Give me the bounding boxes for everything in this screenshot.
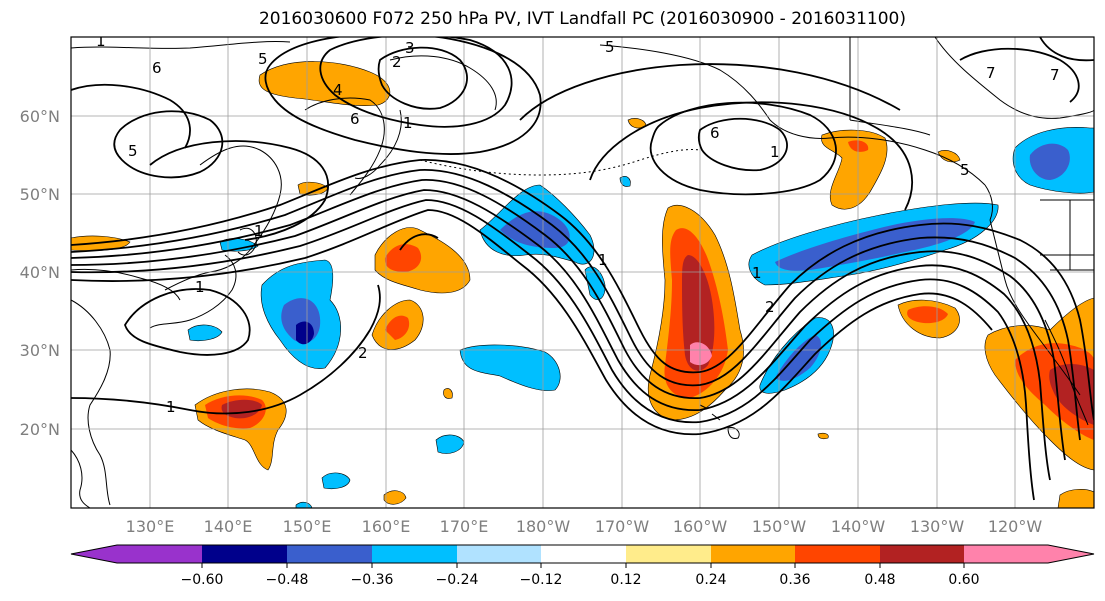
lon-tick: 140°E	[204, 517, 253, 536]
lon-tick: 180°W	[516, 517, 571, 536]
contour-label: 2	[358, 344, 368, 362]
colorbar-outline	[70, 544, 1095, 564]
contour-labels: 6 2 3 1 5 4 6 5 1 5 6 1 1 2 1 1 1 2 5 7 …	[96, 32, 1060, 416]
colorbar-label: 0.60	[948, 572, 979, 588]
contour-label: 1	[598, 251, 608, 269]
lat-tick: 40°N	[20, 263, 60, 282]
contour-label: 1	[752, 264, 762, 282]
colorbar-segment	[880, 545, 964, 563]
colorbar-segment	[287, 545, 372, 563]
contour-label: 5	[605, 38, 615, 56]
contour-label: 2	[392, 53, 402, 71]
colorbar-label: −0.48	[266, 572, 309, 588]
lat-tick: 60°N	[20, 107, 60, 126]
colorbar-segment	[117, 545, 202, 563]
colorbar-under-arrow	[71, 545, 117, 563]
contour-label: 1	[770, 143, 780, 161]
colorbar-label: 0.48	[864, 572, 895, 588]
lat-tick: 20°N	[20, 420, 60, 439]
colorbar-segment	[372, 545, 457, 563]
contour-label: 7	[1050, 66, 1060, 84]
contour-label: 4	[333, 81, 343, 99]
lon-tick: 150°E	[283, 517, 332, 536]
contour-label: 6	[152, 59, 162, 77]
pv-contours	[71, 37, 1094, 501]
lon-tick: 130°W	[910, 517, 965, 536]
contour-label: 7	[986, 64, 996, 82]
lon-tick: 160°W	[673, 517, 728, 536]
lon-tick: 170°E	[440, 517, 489, 536]
lon-tick: 140°W	[831, 517, 886, 536]
colorbar-segment	[202, 545, 287, 563]
shading-negative	[187, 127, 1094, 508]
colorbar: −0.60 −0.48 −0.36 −0.24 −0.12 0.12 0.24 …	[70, 544, 1095, 588]
colorbar-label: 0.12	[610, 572, 641, 588]
lat-tick: 30°N	[20, 341, 60, 360]
contour-label: 2	[765, 298, 775, 316]
coastlines	[71, 37, 1094, 508]
colorbar-segment	[541, 545, 626, 563]
colorbar-over-arrow	[1048, 545, 1094, 563]
contour-label: 1	[254, 222, 264, 240]
contour-label: 1	[403, 114, 413, 132]
contour-label: 5	[258, 50, 268, 68]
colorbar-segment	[457, 545, 541, 563]
contour-label: 1	[166, 398, 176, 416]
lat-tick: 50°N	[20, 185, 60, 204]
colorbar-label: −0.12	[520, 572, 563, 588]
colorbar-segment	[711, 545, 795, 563]
contour-label: 5	[128, 142, 138, 160]
colorbar-label: −0.60	[181, 572, 224, 588]
plot-frame	[70, 36, 1095, 509]
colorbar-label: 0.36	[779, 572, 810, 588]
lon-tick: 150°W	[752, 517, 807, 536]
lon-tick: 120°W	[988, 517, 1043, 536]
colorbar-label: −0.24	[436, 572, 479, 588]
contour-label: 1	[195, 278, 205, 296]
contour-label: 3	[405, 39, 415, 57]
colorbar-label: 0.24	[695, 572, 726, 588]
colorbar-segment	[964, 545, 1048, 563]
colorbar-label: −0.36	[351, 572, 394, 588]
colorbar-segment	[626, 545, 711, 563]
colorbar-segment	[795, 545, 880, 563]
contour-label: 6	[710, 124, 720, 142]
lon-tick-labels: 130°E 140°E 150°E 160°E 170°E 180°W 170°…	[126, 517, 1043, 536]
map-title: 2016030600 F072 250 hPa PV, IVT Landfall…	[258, 9, 906, 29]
contour-label: 5	[960, 161, 970, 179]
lon-tick: 160°E	[362, 517, 411, 536]
gridlines	[71, 37, 1094, 508]
contour-label: 1	[96, 32, 106, 50]
lon-tick: 130°E	[126, 517, 175, 536]
lat-tick-labels: 60°N 50°N 40°N 30°N 20°N	[20, 107, 60, 439]
lon-tick: 170°W	[595, 517, 650, 536]
contour-label: 6	[350, 110, 360, 128]
